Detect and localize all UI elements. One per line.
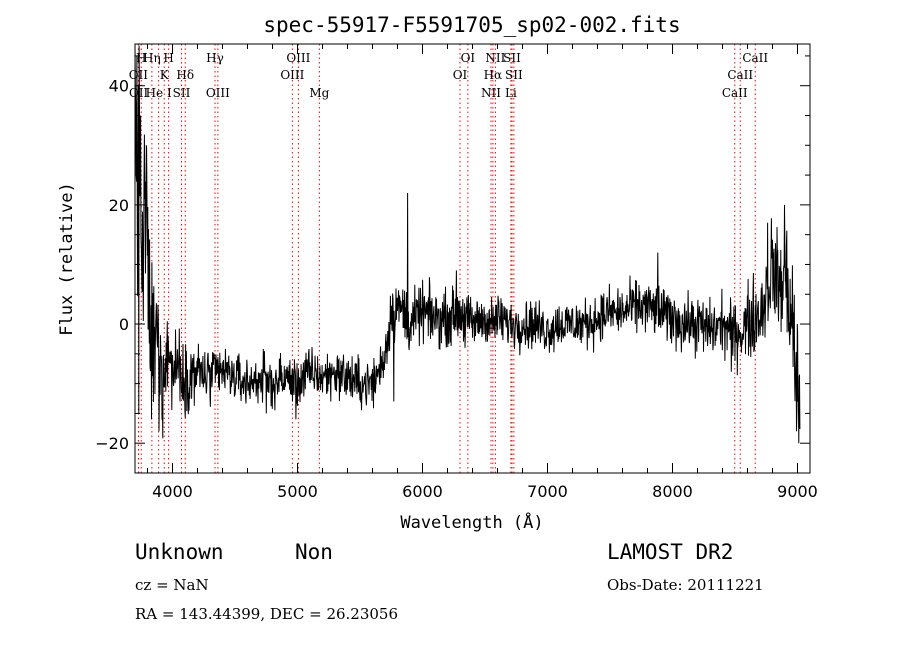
line-label: OI [453,68,468,82]
chart-title: spec-55917-F5591705_sp02-002.fits [263,13,680,37]
line-label: NII [485,51,505,65]
flux-series-group [134,45,801,444]
y-tick-label: 20 [109,196,129,215]
line-label: OI [461,51,476,65]
line-label: OIII [286,51,310,65]
x-tick-label: 6000 [402,482,443,501]
observation-date: Obs-Date: 20111221 [607,576,764,594]
x-tick-label: 5000 [277,482,318,501]
line-label: Hδ [176,68,194,82]
line-label: SII [173,86,191,100]
y-tick-label: 40 [109,77,129,96]
line-label: OIII [280,68,304,82]
y-tick-label: 0 [119,315,129,334]
line-label: H [163,51,173,65]
x-tick-label: 8000 [652,482,693,501]
y-axis-label: Flux (relative) [57,182,77,336]
line-label: NII [481,86,501,100]
coordinates: RA = 143.44399, DEC = 26.23056 [135,605,399,623]
line-label: OII [129,68,149,82]
axes-frame [134,43,811,474]
plot-frame [134,43,811,474]
line-label: CaII [727,68,753,82]
line-label: Li [505,86,517,100]
line-label: K [160,68,170,82]
redshift-value: cz = NaN [135,576,209,594]
line-label: He I [146,86,172,100]
spectral-line-markers [137,44,756,473]
line-label: Hα [484,68,503,82]
survey-name: LAMOST DR2 [607,540,734,564]
object-subclass: Non [295,540,333,564]
flux-series [134,45,801,444]
x-axis-label: Wavelength (Å) [400,511,543,533]
line-label: Hγ [206,51,224,65]
object-class: Unknown [135,540,224,564]
line-label: SII [505,68,523,82]
line-label: CaII [742,51,768,65]
axis-ticks: 4000 5000 6000 7000 8000 9000 −20 0 20 40 [95,44,818,501]
line-label: CaII [722,86,748,100]
line-label: Mg [309,86,329,100]
x-tick-label: 9000 [777,482,818,501]
line-label: OIII [206,86,230,100]
y-tick-label: −20 [95,434,129,453]
x-tick-label: 7000 [527,482,568,501]
line-label: SII [503,51,521,65]
line-label: H [136,51,146,65]
line-label: Hη [143,51,161,65]
x-tick-label: 4000 [152,482,193,501]
